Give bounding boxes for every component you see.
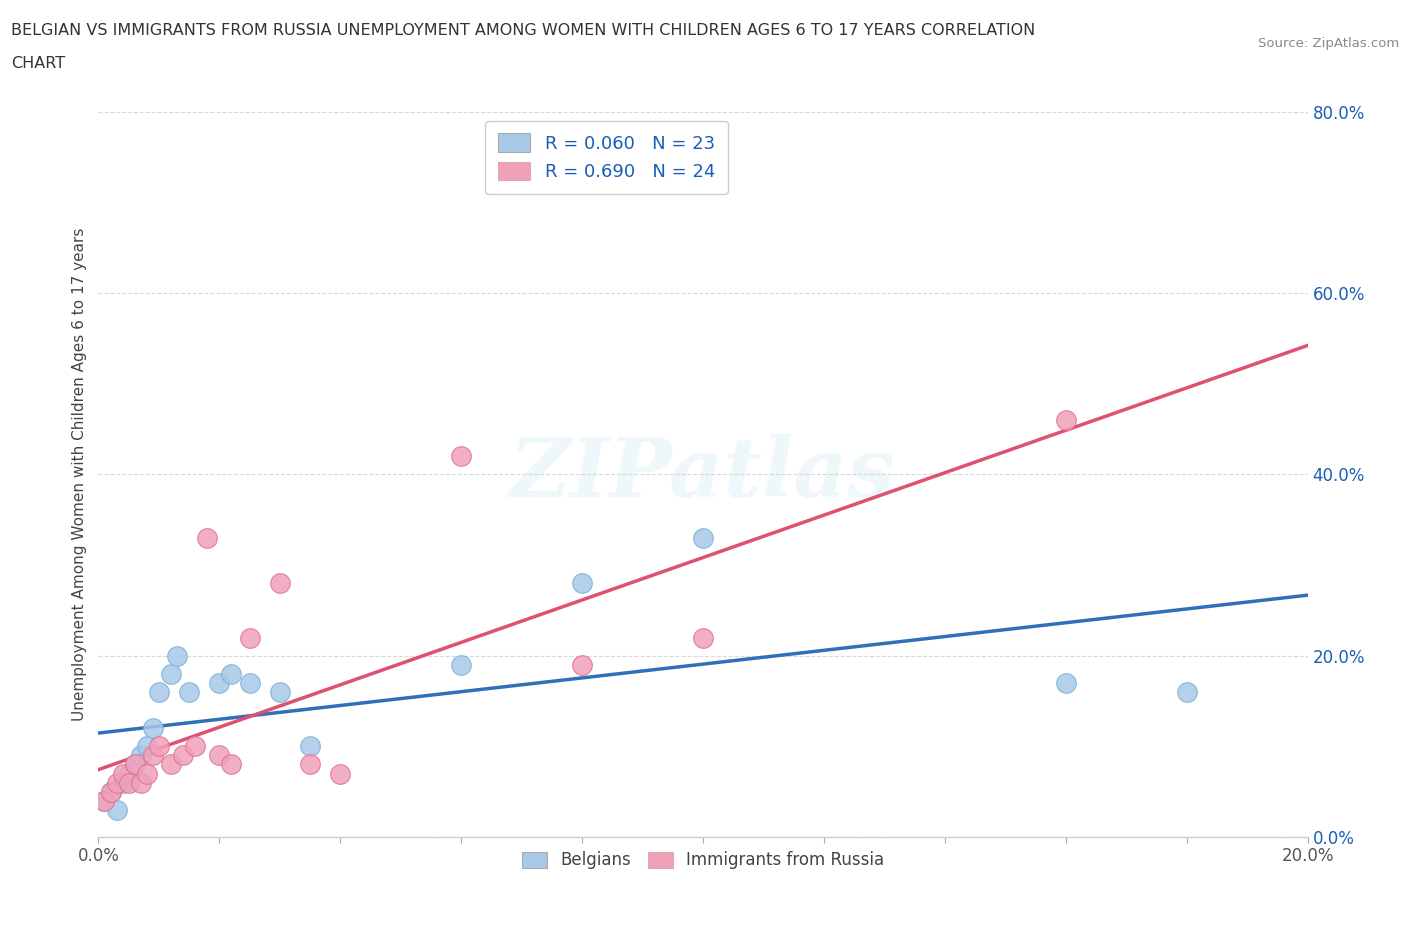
Point [135, 766, 157, 781]
Point [221, 757, 243, 772]
Point [299, 757, 322, 772]
Point [118, 766, 141, 781]
Point [329, 766, 352, 781]
Point [105, 803, 128, 817]
Point [160, 757, 183, 772]
Point [571, 658, 593, 672]
Point [184, 738, 207, 753]
Text: BELGIAN VS IMMIGRANTS FROM RUSSIA UNEMPLOYMENT AMONG WOMEN WITH CHILDREN AGES 6 : BELGIAN VS IMMIGRANTS FROM RUSSIA UNEMPL… [11, 23, 1035, 38]
Point [124, 757, 146, 772]
Point [1175, 684, 1198, 699]
Point [148, 684, 170, 699]
Point [129, 748, 152, 763]
Legend: R = 0.060   N = 23, R = 0.690   N = 24: R = 0.060 N = 23, R = 0.690 N = 24 [485, 121, 727, 193]
Point [239, 631, 262, 645]
Point [148, 738, 170, 753]
Point [1054, 675, 1077, 690]
Point [208, 748, 231, 763]
Point [135, 738, 157, 753]
Point [221, 667, 243, 682]
Point [239, 675, 262, 690]
Point [208, 675, 231, 690]
Point [129, 776, 152, 790]
Text: Source: ZipAtlas.com: Source: ZipAtlas.com [1258, 37, 1399, 50]
Point [299, 738, 322, 753]
Point [160, 667, 183, 682]
Point [269, 576, 291, 591]
Point [142, 748, 165, 763]
Point [450, 658, 472, 672]
Point [100, 784, 122, 799]
Point [195, 530, 218, 545]
Point [118, 776, 141, 790]
Point [100, 784, 122, 799]
Y-axis label: Unemployment Among Women with Children Ages 6 to 17 years: Unemployment Among Women with Children A… [72, 228, 87, 721]
Point [571, 576, 593, 591]
Point [1054, 413, 1077, 428]
Point [269, 684, 291, 699]
Point [105, 776, 128, 790]
Point [179, 684, 201, 699]
Text: ZIPatlas: ZIPatlas [510, 434, 896, 514]
Point [111, 776, 134, 790]
Point [692, 631, 714, 645]
Point [111, 766, 134, 781]
Point [93, 793, 115, 808]
Point [692, 530, 714, 545]
Point [142, 721, 165, 736]
Text: CHART: CHART [11, 56, 65, 71]
Point [124, 757, 146, 772]
Point [172, 748, 194, 763]
Point [93, 793, 115, 808]
Point [450, 449, 472, 464]
Point [166, 648, 188, 663]
